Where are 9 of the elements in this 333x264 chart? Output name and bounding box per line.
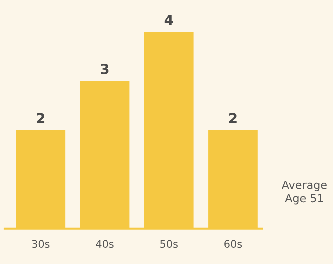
data-label: 2: [37, 113, 45, 124]
x-tick-label: 50s: [160, 240, 178, 248]
x-tick-label: 40s: [96, 240, 114, 248]
x-tick-label: 60s: [224, 240, 242, 248]
data-label: 2: [229, 113, 237, 124]
data-label: 4: [164, 14, 174, 26]
data-label: 3: [101, 64, 109, 74]
text: Average Age 51: [282, 181, 327, 205]
x-tick-label: 30s: [32, 240, 50, 248]
